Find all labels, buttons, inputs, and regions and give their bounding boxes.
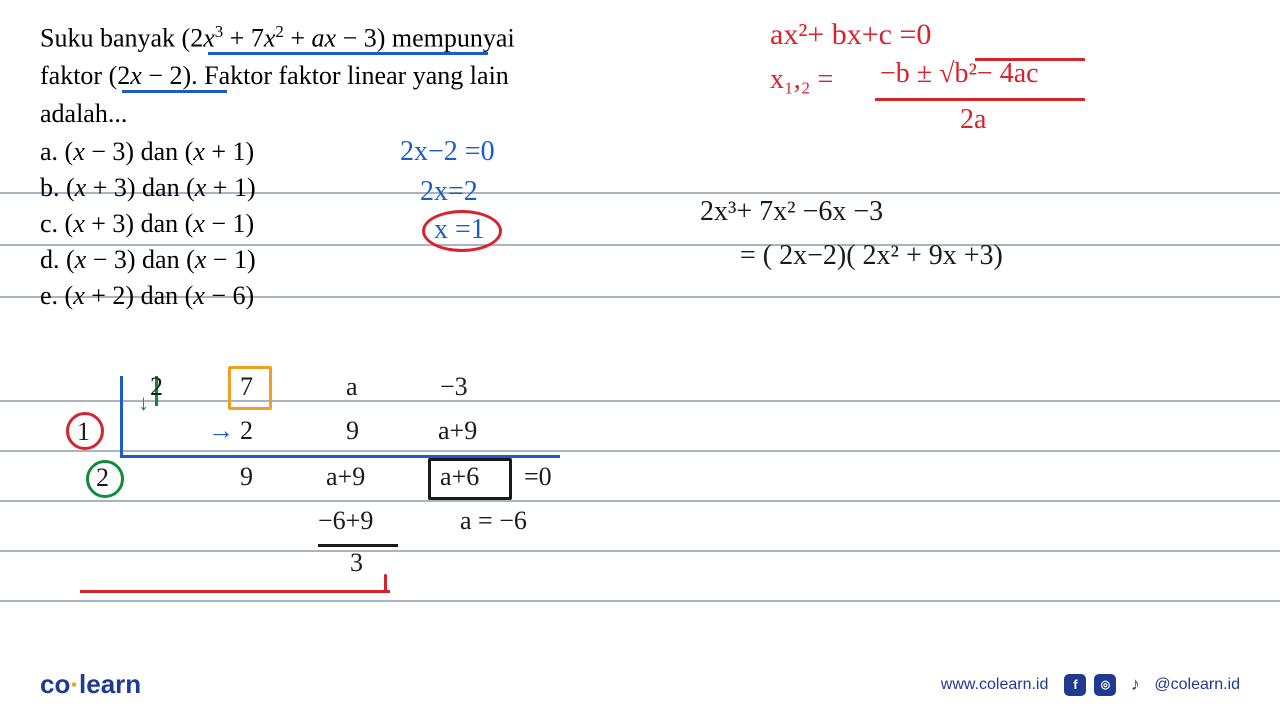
problem-line-3: adalah... [40,96,127,132]
fraction-line [875,98,1085,101]
paper-line [0,550,1280,552]
option-text: + 2) dan ( [85,281,194,310]
quad-solution-numerator: −b ± √b²− 4ac [880,58,1039,90]
logo-co: co [40,669,70,699]
option-a: a. (x − 3) dan (x + 1) [40,134,254,170]
var-x: x [195,173,207,202]
circle-divisor-2 [86,460,124,498]
footer: co·learn www.colearn.id f ◎ ♪ @colearn.i… [0,669,1280,700]
problem-text: + 7 [223,24,264,53]
option-e: e. (x + 2) dan (x − 6) [40,278,254,314]
var-x: x [73,137,85,166]
option-text: − 3) dan ( [85,137,194,166]
syn-r1c1: 2 [240,416,253,446]
option-d: d. (x − 3) dan (x − 1) [40,242,256,278]
option-text: − 1) [205,209,254,238]
option-text: + 3) dan ( [86,173,195,202]
logo-learn: learn [79,669,141,699]
var-x: x [203,24,215,53]
var-x: x [193,281,205,310]
var-x: x [264,24,276,53]
paper-line [0,600,1280,602]
syn-r1c2: 9 [346,416,359,446]
option-text: − 1) [206,245,255,274]
exponent: 3 [215,22,223,41]
circle-divisor-1 [66,412,104,450]
quad-solution-left: x₁,₂ = [770,64,833,96]
var-x: x [195,245,207,274]
option-b: b. (x + 3) dan (x + 1) [40,170,256,206]
poly-expanded: 2x³+ 7x² −6x −3 [700,196,883,228]
swoosh-hook [384,574,387,592]
var-x: x [193,137,205,166]
syn-sub2: 3 [350,548,363,578]
instagram-icon: ◎ [1094,674,1116,696]
arrow-down-icon: ↓ [138,390,149,416]
solve-factor-1: 2x−2 =0 [400,136,495,168]
option-text: e. ( [40,281,73,310]
syn-arrow: → [208,416,234,446]
var-x: x [73,281,85,310]
social-handle: @colearn.id [1154,676,1240,694]
var-a: a [312,24,325,53]
problem-text: − 3) mempunyai [336,24,515,53]
circle-answer [422,210,502,252]
logo: co·learn [40,669,141,700]
syn-r2c2: a+9 [326,462,365,492]
syn-sub1: −6+9 [318,506,373,536]
problem-text: Suku banyak (2 [40,24,203,53]
sqrt-line [975,58,1085,61]
paper-line [0,400,1280,402]
footer-right: www.colearn.id f ◎ ♪ @colearn.id [941,674,1240,696]
var-x: x [193,209,205,238]
quad-form: ax²+ bx+c =0 [770,18,931,52]
problem-text: faktor (2 [40,61,130,90]
problem-text: − 2). Faktor faktor linear yang lain [142,61,509,90]
var-x: x [75,245,87,274]
paper-line [0,500,1280,502]
option-c: c. (x + 3) dan (x − 1) [40,206,254,242]
option-text: d. ( [40,245,75,274]
footer-url: www.colearn.id [941,676,1049,694]
box-coef [228,366,272,410]
synthetic-vline [120,376,123,456]
var-x: x [130,61,142,90]
exponent: 2 [275,22,283,41]
var-x: x [75,173,87,202]
syn-result: a = −6 [460,506,527,536]
sub-hline [318,544,398,547]
option-text: − 6) [205,281,254,310]
var-x: x [73,209,85,238]
option-text: c. ( [40,209,73,238]
syn-eq0: =0 [524,462,552,492]
solve-factor-2: 2x=2 [420,176,478,208]
quad-solution-denominator: 2a [960,104,986,136]
option-text: + 1) [205,137,254,166]
var-x: x [325,24,337,53]
swoosh-line [80,590,390,593]
facebook-icon: f [1064,674,1086,696]
social-group: f ◎ ♪ @colearn.id [1064,674,1240,696]
box-remainder [428,458,512,500]
problem-line-2: faktor (2x − 2). Faktor faktor linear ya… [40,58,509,94]
paper-line [0,450,1280,452]
underline-factor [122,90,227,93]
option-text: − 3) dan ( [86,245,195,274]
problem-text: + [284,24,312,53]
option-text: a. ( [40,137,73,166]
syn-r0c0: 2 [150,372,163,402]
poly-factored: = ( 2x−2)( 2x² + 9x +3) [740,240,1003,272]
option-text: b. ( [40,173,75,202]
syn-r0c3: −3 [440,372,468,402]
tiktok-icon: ♪ [1124,674,1146,696]
syn-r2c1: 9 [240,462,253,492]
option-text: + 3) dan ( [85,209,194,238]
logo-dot: · [70,669,79,699]
option-text: + 1) [206,173,255,202]
syn-r0c2: a [346,372,358,402]
syn-r1c3: a+9 [438,416,477,446]
underline-polynomial [208,52,488,55]
